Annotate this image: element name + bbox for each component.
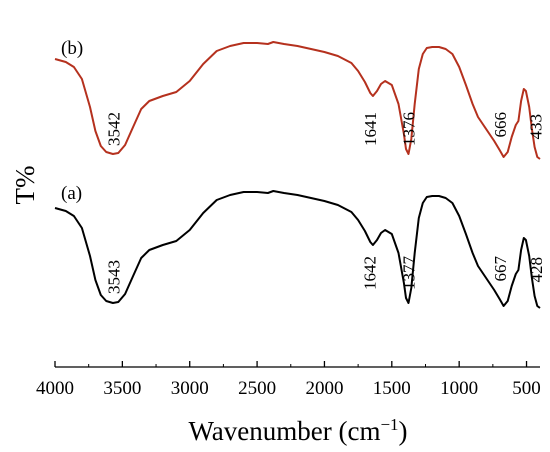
peak-label-a-428: 428 (527, 257, 546, 283)
peak-label-a-1377: 1377 (399, 256, 418, 291)
x-axis-title-main: Wavenumber (cm (188, 416, 380, 446)
x-tick-label: 2000 (305, 378, 343, 399)
trace-label-b: (b) (61, 38, 83, 59)
peak-label-b-3542: 3542 (105, 112, 124, 146)
x-axis-title-close: ) (399, 416, 408, 446)
x-tick-label: 2500 (238, 378, 276, 399)
spectrum-line-a (54, 190, 541, 309)
peak-label-b-433: 433 (527, 114, 546, 140)
peak-label-b-666: 666 (491, 112, 510, 138)
x-tick-label: 4000 (36, 378, 74, 399)
x-tick-label: 3500 (103, 378, 141, 399)
peak-label-a-1642: 1642 (361, 256, 380, 290)
traces (54, 41, 541, 309)
x-tick-label: 3000 (171, 378, 209, 399)
peak-label-b-1641: 1641 (361, 112, 380, 146)
peak-label-a-667: 667 (491, 256, 510, 282)
x-tick-label: 1000 (440, 378, 478, 399)
peak-label-b-1376: 1376 (400, 112, 419, 146)
peak-label-a-3543: 3543 (105, 260, 124, 294)
x-axis-title: Wavenumber (cm−1) (188, 415, 407, 446)
spectrum-line-b (54, 41, 541, 160)
x-tick-label: 1500 (373, 378, 411, 399)
peak-labels: 3542 1641 1376 666 433 3543 1642 1377 667 428 (105, 112, 547, 294)
x-tick-label: 500 (512, 378, 541, 399)
x-axis: 4000 3500 3000 2500 2000 1500 1000 500 (36, 361, 541, 399)
y-axis-title: T% (10, 166, 40, 205)
trace-label-a: (a) (61, 183, 82, 204)
x-axis-title-sup: −1 (380, 415, 398, 434)
